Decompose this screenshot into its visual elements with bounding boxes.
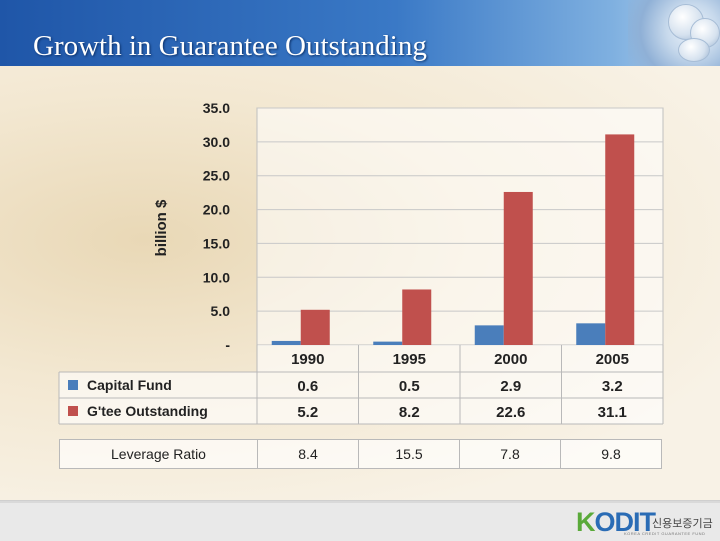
legend-label: G'tee Outstanding [87, 403, 208, 419]
bar-gtee-outstanding [605, 134, 635, 345]
bar-capital-fund [373, 341, 403, 345]
x-tick-label: 1990 [291, 351, 324, 368]
x-tick-label: 1995 [393, 351, 426, 368]
x-tick-label: 2000 [494, 351, 527, 368]
footer-divider [0, 501, 720, 503]
y-tick-label: 25.0 [203, 168, 230, 184]
y-tick-label: 10.0 [203, 269, 230, 285]
y-tick-label: 30.0 [203, 134, 230, 150]
data-label: 2.9 [500, 378, 521, 395]
data-label: 22.6 [496, 404, 525, 421]
bar-chart: 35.0 30.0 25.0 20.0 15.0 10.0 5.0 - billion $ 199… [58, 100, 664, 425]
leverage-ratio-label: Leverage Ratio [111, 446, 206, 462]
legend-label: Capital Fund [87, 377, 172, 393]
kodit-logo-korean: 신용보증기금 [652, 518, 713, 530]
x-tick-label: 2005 [596, 351, 629, 368]
bar-capital-fund [271, 340, 301, 345]
bar-capital-fund [474, 325, 504, 345]
bar-gtee-outstanding [503, 191, 533, 345]
data-label: 3.2 [602, 378, 623, 395]
coins-decoration-icon [628, 0, 720, 66]
leverage-ratio-table: Leverage Ratio 8.4 15.5 7.8 9.8 [59, 439, 662, 469]
bar-gtee-outstanding [402, 289, 432, 345]
leverage-ratio-value: 8.4 [257, 440, 358, 468]
bar-gtee-outstanding [300, 309, 330, 345]
data-label: 31.1 [598, 404, 627, 421]
leverage-ratio-value: 15.5 [358, 440, 459, 468]
kodit-logo-mark-icon: KODIT [576, 507, 656, 537]
bar-capital-fund [576, 323, 606, 345]
y-tick-label: 5.0 [211, 303, 231, 319]
kodit-logo-subtitle: KOREA CREDIT GUARANTEE FUND [624, 531, 706, 536]
coin-icon [678, 38, 710, 62]
title-bar: Growth in Guarantee Outstanding [0, 0, 720, 66]
legend-swatch [68, 380, 78, 390]
data-label: 0.5 [399, 378, 420, 395]
y-axis-label: billion $ [153, 199, 170, 256]
data-label: 8.2 [399, 404, 420, 421]
kodit-logo: KODIT 신용보증기금 KOREA CREDIT GUARANTEE FUND [576, 507, 716, 537]
footer-bar [0, 500, 720, 541]
y-tick-label: 15.0 [203, 235, 230, 251]
y-tick-label: - [225, 337, 230, 353]
y-tick-label: 35.0 [203, 100, 230, 116]
leverage-ratio-value: 7.8 [459, 440, 560, 468]
data-label: 0.6 [297, 378, 318, 395]
y-tick-label: 20.0 [203, 202, 230, 218]
plot-area [256, 107, 664, 346]
data-label: 5.2 [297, 404, 318, 421]
leverage-ratio-value: 9.8 [560, 440, 661, 468]
slide-title: Growth in Guarantee Outstanding [33, 30, 427, 62]
legend-swatch [68, 406, 78, 416]
